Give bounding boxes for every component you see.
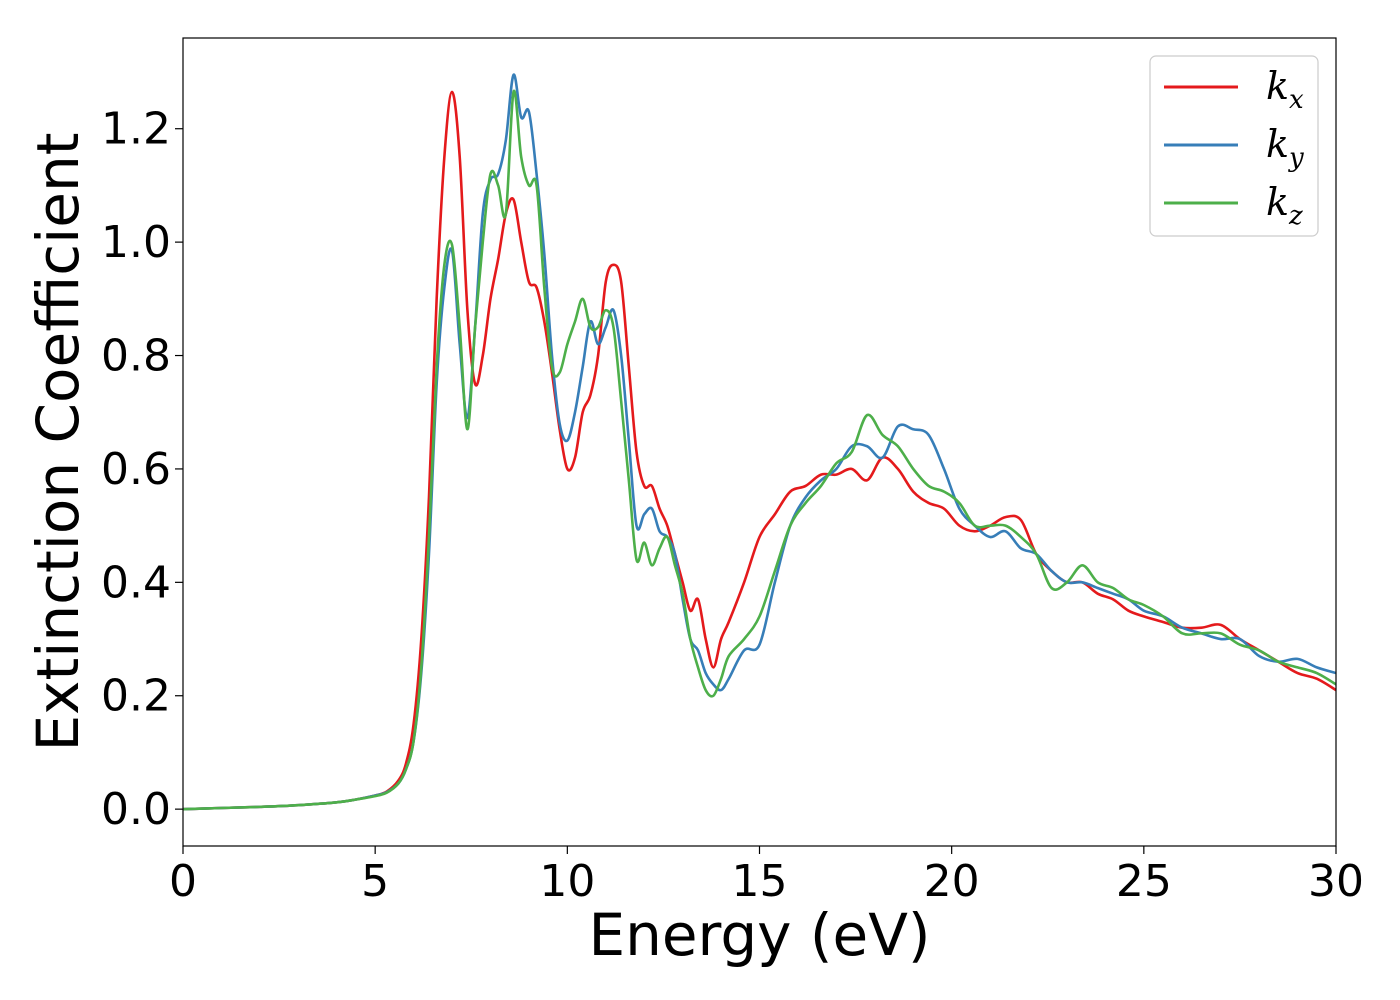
y-tick-label: 0.6 [101,444,171,495]
y-tick-label: 0.4 [101,557,171,608]
plot-area [183,73,1336,811]
y-tick-label: 1.0 [101,217,171,268]
series-line-y [183,73,1336,811]
y-tick-label: 1.2 [101,104,171,155]
y-axis-title: Extinction Coefficient [24,133,92,752]
y-tick-label: 0.2 [101,671,171,722]
x-tick-label: 15 [732,856,788,907]
legend: kx ky kz [1149,55,1319,237]
legend-label-y: ky [1266,122,1304,173]
legend-label-x: kx [1266,64,1304,115]
y-tick-label: 0.8 [101,331,171,382]
y-tick-label: 0.0 [101,784,171,835]
y-axis-ticks: 0.0 0.2 0.4 0.6 0.8 1.0 1.2 [101,104,183,835]
x-tick-label: 5 [361,856,389,907]
x-tick-label: 25 [1116,856,1172,907]
x-tick-label: 0 [169,856,197,907]
series-line-z [183,89,1336,811]
x-tick-label: 10 [539,856,595,907]
x-tick-label: 20 [924,856,980,907]
x-axis-ticks: 0 5 10 15 20 25 30 [169,846,1364,907]
legend-label-z: kz [1266,180,1303,231]
x-axis-title: Energy (eV) [588,901,930,969]
x-tick-label: 30 [1308,856,1364,907]
